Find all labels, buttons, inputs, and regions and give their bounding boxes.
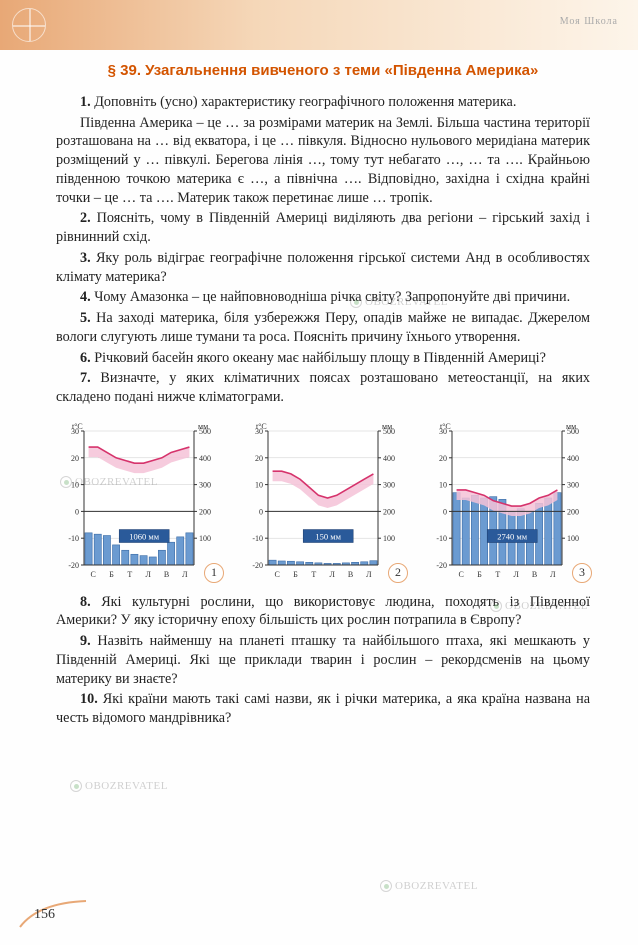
svg-text:300: 300 [383, 480, 395, 489]
svg-text:С: С [90, 570, 95, 579]
svg-text:t°C: t°C [72, 422, 83, 431]
svg-text:Т: Т [127, 570, 132, 579]
svg-text:мм: мм [198, 422, 208, 431]
svg-text:-20: -20 [252, 561, 263, 570]
svg-text:-10: -10 [252, 534, 263, 543]
svg-text:400: 400 [567, 454, 579, 463]
svg-text:300: 300 [567, 480, 579, 489]
svg-text:20: 20 [71, 454, 79, 463]
svg-text:0: 0 [443, 507, 447, 516]
page-content: § 39. Узагальнення вивченого з теми «Пів… [0, 50, 638, 728]
globe-icon [12, 8, 46, 42]
svg-text:10: 10 [71, 480, 79, 489]
svg-text:100: 100 [199, 534, 211, 543]
climatogram-row: -20-100102030100200300400500t°CммСБТЛВЛ1… [56, 417, 590, 585]
svg-text:400: 400 [383, 454, 395, 463]
svg-text:-10: -10 [436, 534, 447, 543]
svg-text:20: 20 [255, 454, 263, 463]
para-2: 2. Поясніть, чому в Південній Америці ви… [56, 209, 590, 246]
svg-text:В: В [532, 570, 537, 579]
svg-text:100: 100 [383, 534, 395, 543]
svg-text:150 мм: 150 мм [315, 531, 341, 541]
section-title: § 39. Узагальнення вивченого з теми «Пів… [56, 62, 590, 79]
chart-number-1: 1 [204, 563, 224, 583]
svg-text:Л: Л [366, 570, 372, 579]
para-10: 10. Які країни мають такі самі назви, як… [56, 690, 590, 727]
para-8: 8. Які культурні рослини, що використову… [56, 593, 590, 630]
svg-text:Л: Л [182, 570, 188, 579]
watermark: OBOZREVATEL [380, 880, 478, 892]
svg-text:2740 мм: 2740 мм [497, 531, 528, 541]
svg-text:С: С [458, 570, 463, 579]
svg-text:0: 0 [259, 507, 263, 516]
svg-text:20: 20 [439, 454, 447, 463]
header-top-label: Моя Школа [560, 16, 618, 27]
para-7: 7. Визначте, у яких кліматичних поясах р… [56, 369, 590, 406]
para-4: 4. Чому Амазонка – це найповноводніша рі… [56, 288, 590, 307]
climatogram-2: -20-100102030100200300400500t°CммСБТЛВЛ1… [242, 417, 404, 585]
svg-text:В: В [348, 570, 353, 579]
svg-text:400: 400 [199, 454, 211, 463]
svg-text:200: 200 [199, 507, 211, 516]
svg-text:t°C: t°C [440, 422, 451, 431]
svg-text:Т: Т [311, 570, 316, 579]
para-9: 9. Назвіть найменшу на планеті пташку та… [56, 632, 590, 688]
svg-text:-10: -10 [68, 534, 79, 543]
watermark: OBOZREVATEL [70, 780, 168, 792]
svg-text:200: 200 [567, 507, 579, 516]
svg-text:Б: Б [109, 570, 114, 579]
svg-text:Л: Л [329, 570, 335, 579]
page-number: 156 [18, 901, 80, 923]
svg-text:мм: мм [382, 422, 392, 431]
svg-text:Б: Б [293, 570, 298, 579]
svg-text:300: 300 [199, 480, 211, 489]
svg-text:t°C: t°C [256, 422, 267, 431]
para-3: 3. Яку роль відіграє географічне положен… [56, 249, 590, 286]
svg-text:200: 200 [383, 507, 395, 516]
svg-text:10: 10 [255, 480, 263, 489]
page-number-wrap: 156 [18, 901, 80, 931]
climatogram-1: -20-100102030100200300400500t°CммСБТЛВЛ1… [58, 417, 220, 585]
svg-text:Л: Л [550, 570, 556, 579]
chart-number-2: 2 [388, 563, 408, 583]
svg-text:Л: Л [145, 570, 151, 579]
svg-text:мм: мм [566, 422, 576, 431]
para-5: 5. На заході материка, біля узбережжя Пе… [56, 309, 590, 346]
svg-text:10: 10 [439, 480, 447, 489]
svg-text:Т: Т [495, 570, 500, 579]
chart-number-3: 3 [572, 563, 592, 583]
svg-text:Л: Л [513, 570, 519, 579]
svg-text:1060 мм: 1060 мм [129, 531, 160, 541]
svg-text:В: В [164, 570, 169, 579]
svg-text:-20: -20 [436, 561, 447, 570]
svg-text:100: 100 [567, 534, 579, 543]
svg-text:-20: -20 [68, 561, 79, 570]
para-6: 6. Річковий басейн якого океану має найб… [56, 349, 590, 368]
climatogram-3: -20-100102030100200300400500t°CммСБТЛВЛ2… [426, 417, 588, 585]
svg-text:С: С [274, 570, 279, 579]
para-1b: Південна Америка – це … за розмірами мат… [56, 114, 590, 208]
header-band: Моя Школа [0, 0, 638, 50]
svg-text:0: 0 [75, 507, 79, 516]
para-1: 1. Доповніть (усно) характеристику геогр… [56, 93, 590, 112]
svg-text:Б: Б [477, 570, 482, 579]
